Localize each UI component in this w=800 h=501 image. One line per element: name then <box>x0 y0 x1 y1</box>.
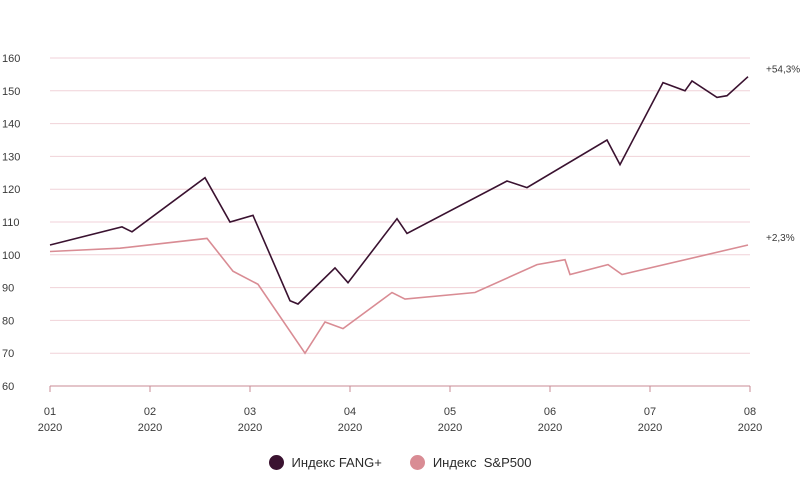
x-tick-month: 04 <box>344 406 356 418</box>
grid-lines <box>50 57 750 354</box>
y-tick-label: 110 <box>2 217 20 229</box>
legend-label-fang: Индекс FANG+ <box>291 455 382 470</box>
y-tick-label: 120 <box>2 184 20 196</box>
y-tick-label: 60 <box>2 381 14 393</box>
legend-item-sp500: Индекс S&P500 <box>409 455 532 470</box>
y-tick-label: 160 <box>2 53 20 65</box>
legend: Индекс FANG+ Индекс S&P500 <box>0 455 800 470</box>
x-tick-year: 2020 <box>338 422 362 434</box>
x-tick-month: 06 <box>544 406 556 418</box>
series-line-sp500 <box>49 237 749 355</box>
x-tick-year: 2020 <box>38 422 62 434</box>
x-tick-month: 01 <box>44 406 56 418</box>
end-labels: +54,3% +2,3% <box>766 65 800 244</box>
y-tick-label: 90 <box>2 283 14 295</box>
x-tick-year: 2020 <box>438 422 462 434</box>
x-tick-year: 2020 <box>738 422 762 434</box>
x-tick-year: 2020 <box>638 422 662 434</box>
y-tick-label: 100 <box>2 250 20 262</box>
y-tick-label: 140 <box>2 119 20 131</box>
x-tick-month: 02 <box>144 406 156 418</box>
x-tick-month: 08 <box>744 406 756 418</box>
end-label-fang: +54,3% <box>766 65 800 76</box>
line-chart: 60 70 80 90 100 110 120 130 140 150 160 01 2020 02 20… <box>2 53 800 434</box>
series-line-fang <box>49 76 749 305</box>
legend-label-sp500: Индекс S&P500 <box>432 455 532 470</box>
x-tick-year: 2020 <box>238 422 262 434</box>
y-tick-label: 150 <box>2 86 20 98</box>
y-tick-label: 70 <box>2 348 14 360</box>
legend-item-fang: Индекс FANG+ <box>268 455 382 470</box>
series-lines <box>49 76 749 355</box>
x-tick-month: 05 <box>444 406 456 418</box>
x-tick-month: 07 <box>644 406 656 418</box>
y-axis-tick-labels: 60 70 80 90 100 110 120 130 140 150 160 <box>2 53 20 393</box>
y-tick-label: 130 <box>2 151 20 163</box>
x-tick-year: 2020 <box>538 422 562 434</box>
x-axis <box>49 385 751 392</box>
legend-swatch-sp500-icon <box>409 455 425 470</box>
end-label-sp500: +2,3% <box>766 233 795 244</box>
x-tick-month: 03 <box>244 406 256 418</box>
y-tick-label: 80 <box>2 315 14 327</box>
legend-swatch-fang-icon <box>268 455 284 470</box>
x-tick-year: 2020 <box>138 422 162 434</box>
x-axis-tick-labels: 01 2020 02 2020 03 2020 04 2020 05 2020 06 2020 07 20… <box>38 406 762 434</box>
